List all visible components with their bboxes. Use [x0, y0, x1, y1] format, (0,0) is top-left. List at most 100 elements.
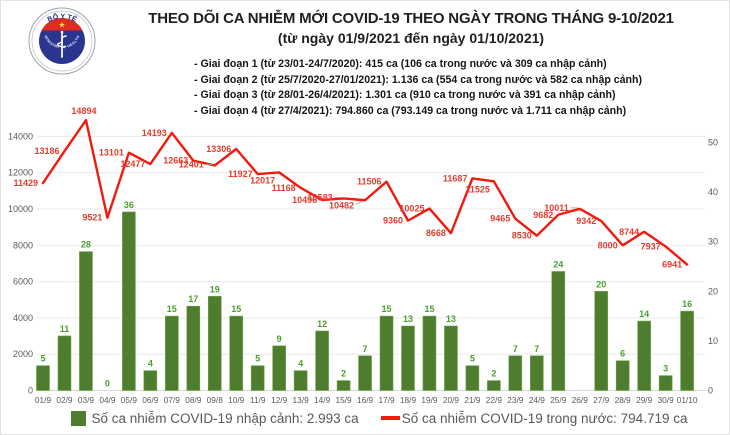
right-axis-tick: 50: [708, 138, 718, 148]
line-label: 10496: [292, 195, 317, 205]
x-axis-label: 27/9: [593, 395, 610, 405]
logo-star-icon: ★: [58, 21, 65, 30]
line-label: 9521: [82, 213, 102, 223]
x-axis-label: 13/9: [293, 395, 310, 405]
line-label: 12017: [250, 175, 275, 185]
bar-01/9: [36, 365, 50, 391]
left-axis-tick: 12000: [8, 168, 33, 178]
bar-label: 15: [382, 304, 392, 314]
line-label: 13186: [34, 146, 59, 156]
bar-27/9: [594, 290, 609, 391]
x-axis-label: 02/9: [56, 395, 73, 405]
bar-label: 16: [682, 299, 692, 309]
page-subtitle: (từ ngày 01/9/2021 đến ngày 01/10/2021): [277, 30, 545, 46]
left-axis-tick: 6000: [13, 277, 33, 287]
bar-20/9: [444, 325, 458, 391]
line-label: 13101: [99, 148, 124, 158]
bar-label: 6: [620, 349, 625, 359]
line-label: 11506: [357, 177, 382, 187]
bar-25/9: [551, 271, 566, 391]
x-axis-label: 16/9: [357, 395, 374, 405]
bar-label: 28: [81, 240, 91, 250]
bar-18/9: [401, 325, 415, 391]
right-axis-tick: 0: [708, 386, 713, 396]
x-axis-label: 14/9: [314, 395, 331, 405]
legend-item-domestic: Số ca nhiễm COVID-19 trong nước: 794.719…: [380, 410, 688, 426]
bar-label: 13: [403, 314, 413, 324]
bar-label: 36: [124, 200, 134, 210]
bar-10/9: [229, 315, 244, 391]
line-label: 6941: [662, 260, 682, 270]
bar-07/9: [165, 315, 179, 391]
bar-11/9: [250, 365, 265, 391]
line-label: 9360: [383, 216, 403, 226]
line-label: 12477: [120, 159, 145, 169]
line-label: 10025: [399, 204, 424, 214]
line-label: 11687: [443, 173, 468, 183]
domestic-swatch-icon: [380, 416, 400, 420]
left-axis-tick: 14000: [8, 131, 33, 141]
bar-19/9: [422, 315, 437, 391]
bar-01/10: [680, 310, 694, 391]
right-axis-tick: 10: [708, 336, 718, 346]
line-label: 11429: [13, 178, 38, 188]
bar-05/9: [122, 211, 136, 391]
legend-label-domestic: Số ca nhiễm COVID-19 trong nước: 794.719…: [401, 410, 688, 426]
bar-label: 11: [60, 324, 70, 334]
bar-label: 14: [639, 309, 649, 319]
bar-30/9: [658, 375, 673, 391]
moh-logo: ★ BỘ Y TẾ MINISTRY OF HEALTH: [28, 7, 96, 75]
x-axis-label: 01/10: [677, 395, 698, 405]
bar-label: 24: [553, 259, 563, 269]
x-axis-label: 03/9: [78, 395, 95, 405]
chart-legend: Số ca nhiễm COVID-19 nhập cảnh: 2.993 ca…: [37, 405, 721, 431]
bar-label: 20: [596, 279, 606, 289]
bar-label: 5: [470, 354, 475, 364]
line-label: 12401: [179, 159, 204, 169]
x-axis-label: 10/9: [228, 395, 245, 405]
x-axis-label: 22/9: [486, 395, 503, 405]
bar-label: 9: [277, 334, 282, 344]
line-label: 7937: [641, 241, 661, 251]
line-label: 10482: [329, 200, 354, 210]
page-title: THEO DÕI CA NHIỄM MỚI COVID-19 THEO NGÀY…: [148, 10, 674, 27]
bar-label: 7: [363, 344, 368, 354]
bar-label: 0: [105, 379, 110, 389]
x-axis-label: 20/9: [443, 395, 460, 405]
bar-03/9: [79, 251, 93, 391]
x-axis-label: 15/9: [336, 395, 353, 405]
bar-label: 4: [298, 359, 303, 369]
right-axis-tick: 40: [708, 187, 718, 197]
bar-16/9: [358, 355, 372, 391]
left-axis-tick: 2000: [13, 349, 33, 359]
bar-09/8: [207, 295, 222, 391]
bar-21/9: [465, 365, 480, 391]
x-axis-label: 06/9: [142, 395, 159, 405]
line-label: 14894: [71, 106, 96, 116]
line-label: 14193: [142, 128, 167, 138]
bar-label: 3: [663, 364, 668, 374]
rod-of-asclepius-icon: [56, 30, 67, 58]
line-label: 11168: [272, 183, 296, 193]
domestic-line: [41, 118, 689, 266]
legend-item-imported: Số ca nhiễm COVID-19 nhập cảnh: 2.993 ca: [70, 410, 359, 426]
left-axis-tick: 4000: [13, 313, 33, 323]
bar-15/9: [336, 380, 351, 391]
line-label: 8668: [426, 228, 446, 238]
x-axis-label: 30/9: [658, 395, 675, 405]
bar-label: 15: [424, 304, 434, 314]
bar-02/9: [57, 335, 72, 391]
legend-label-imported: Số ca nhiễm COVID-19 nhập cảnh: 2.993 ca: [91, 410, 359, 426]
bar-label: 7: [534, 344, 539, 354]
bar-13/9: [293, 370, 308, 391]
line-label: 9682: [533, 210, 553, 220]
x-axis-label: 28/9: [615, 395, 632, 405]
bar-17/9: [379, 315, 394, 391]
x-axis-label: 24/9: [529, 395, 546, 405]
bar-22/9: [487, 380, 501, 391]
bar-label: 15: [231, 304, 241, 314]
right-axis-tick: 30: [708, 237, 718, 247]
x-axis-label: 17/9: [378, 395, 395, 405]
x-axis-label: 08/9: [185, 395, 202, 405]
x-axis-label: 26/9: [572, 395, 589, 405]
